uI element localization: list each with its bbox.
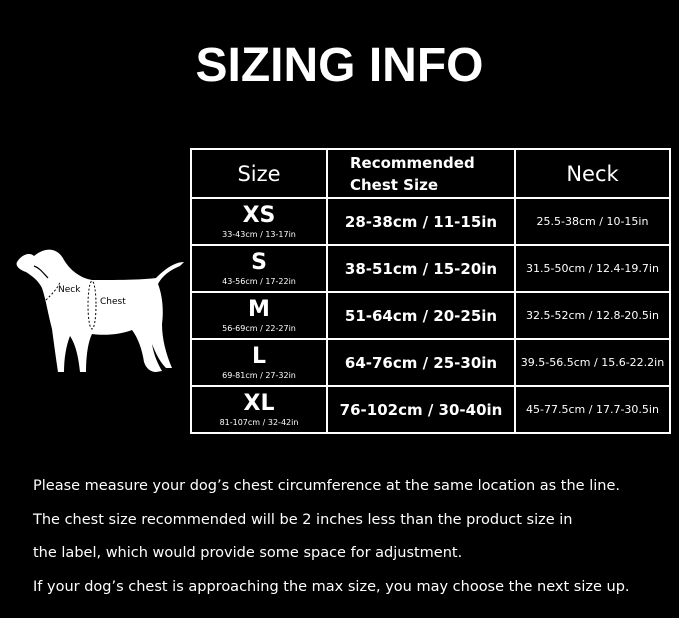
product-size: 81-107cm / 32-42in (219, 417, 299, 427)
note-line: Please measure your dog’s chest circumfe… (33, 478, 620, 494)
neck-size: 45-77.5cm / 17.7-30.5in (516, 387, 669, 432)
note-line: The chest size recommended will be 2 inc… (33, 511, 573, 528)
size-label: XS (242, 202, 276, 228)
neck-size: 32.5-52cm / 12.8-20.5in (516, 293, 669, 338)
chest-label: Chest (100, 297, 126, 307)
table-header: Size Recommended Chest Size Neck (192, 150, 669, 197)
table-row: M 56-69cm / 22-27in 51-64cm / 20-25in 32.… (192, 293, 669, 338)
header-neck: Neck (516, 150, 669, 197)
note-line: If your dog’s chest is approaching the m… (33, 578, 630, 595)
neck-label: Neck (58, 285, 81, 295)
size-label: XL (243, 390, 275, 416)
neck-size: 25.5-38cm / 10-15in (516, 199, 669, 244)
size-label: M (248, 296, 270, 322)
size-label: S (251, 249, 267, 275)
product-size: 43-56cm / 17-22in (222, 276, 296, 286)
header-size: Size (192, 150, 326, 197)
header-chest: Recommended Chest Size (328, 150, 514, 197)
product-size: 56-69cm / 22-27in (222, 323, 296, 333)
page-title: SIZING INFO (195, 39, 484, 92)
sizing-table: Size Recommended Chest Size Neck XS 33-43… (190, 148, 671, 434)
neck-size: 39.5-56.5cm / 15.6-22.2in (516, 340, 669, 385)
dog-silhouette-icon: Neck Chest (16, 249, 185, 372)
chest-size: 38-51cm / 15-20in (328, 246, 514, 291)
chest-size: 51-64cm / 20-25in (328, 293, 514, 338)
product-size: 33-43cm / 13-17in (222, 229, 296, 239)
chest-size: 64-76cm / 25-30in (328, 340, 514, 385)
chest-size: 28-38cm / 11-15in (328, 199, 514, 244)
table-row: XS 33-43cm / 13-17in 28-38cm / 11-15in 25… (192, 199, 669, 244)
neck-size: 31.5-50cm / 12.4-19.7in (516, 246, 669, 291)
chest-size: 76-102cm / 30-40in (328, 387, 514, 432)
size-label: L (251, 343, 267, 369)
product-size: 69-81cm / 27-32in (222, 370, 296, 380)
table-row: L 69-81cm / 27-32in 64-76cm / 25-30in 39.… (192, 340, 669, 385)
table-row: S 43-56cm / 17-22in 38-51cm / 15-20in 31.… (192, 246, 669, 291)
note-line: the label, which would provide some spac… (33, 545, 463, 561)
measurement-notes: Please measure your dog’s chest circumfe… (33, 470, 630, 604)
table-row: XL 81-107cm / 32-42in 76-102cm / 30-40in … (192, 387, 669, 432)
